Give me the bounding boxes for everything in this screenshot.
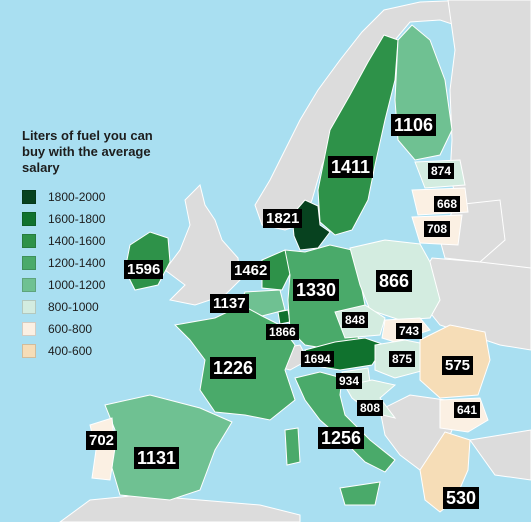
sardinia-shape — [284, 427, 301, 466]
romania-value-label: 575 — [442, 356, 474, 375]
poland-value-label: 866 — [376, 270, 413, 292]
legend-item: 600-800 — [22, 318, 192, 340]
finland-shape — [394, 24, 453, 161]
uk-shape — [164, 184, 241, 306]
legend-swatch — [22, 234, 36, 248]
legend-swatch — [22, 300, 36, 314]
sicily-shape — [339, 481, 381, 506]
austria-value-label: 1694 — [301, 351, 334, 367]
croatia-value-label: 808 — [357, 400, 384, 416]
legend-item: 800-1000 — [22, 296, 192, 318]
legend-item: 1400-1600 — [22, 230, 192, 252]
legend-range-label: 400-600 — [48, 344, 93, 358]
portugal-value-label: 702 — [86, 431, 118, 450]
legend-swatch — [22, 256, 36, 270]
spain-value-label: 1131 — [134, 447, 180, 469]
legend-item: 400-600 — [22, 340, 192, 362]
map-legend: Liters of fuel you can buy with the aver… — [22, 128, 192, 362]
turkey-shape — [469, 429, 531, 481]
sweden-value-label: 1411 — [328, 156, 374, 178]
legend-swatch — [22, 322, 36, 336]
slovenia-value-label: 934 — [336, 373, 363, 389]
italy-value-label: 1256 — [318, 427, 365, 449]
bulgaria-value-label: 641 — [454, 402, 481, 418]
legend-range-label: 1400-1600 — [48, 234, 106, 248]
legend-range-label: 1200-1400 — [48, 256, 106, 270]
luxembourg-shape — [277, 309, 291, 325]
legend-swatch — [22, 190, 36, 204]
north-africa-shape — [59, 494, 301, 522]
legend-title-line: salary — [22, 160, 60, 175]
czechia-value-label: 848 — [342, 312, 369, 328]
sweden-shape — [317, 34, 399, 236]
finland-value-label: 1106 — [391, 114, 437, 136]
legend-range-label: 1800-2000 — [48, 190, 106, 204]
latvia-value-label: 668 — [434, 196, 461, 212]
germany-value-label: 1330 — [293, 279, 340, 301]
legend-item: 1000-1200 — [22, 274, 192, 296]
ireland-value-label: 1596 — [124, 260, 164, 279]
legend-range-label: 800-1000 — [48, 300, 99, 314]
legend-title-line: buy with the average — [22, 144, 151, 159]
belgium-value-label: 1137 — [210, 294, 249, 313]
legend-title-line: Liters of fuel you can — [22, 128, 153, 143]
slovakia-value-label: 743 — [396, 323, 423, 339]
legend-item: 1600-1800 — [22, 208, 192, 230]
legend-range-label: 1600-1800 — [48, 212, 106, 226]
legend-item: 1800-2000 — [22, 186, 192, 208]
legend-range-label: 1000-1200 — [48, 278, 106, 292]
legend-swatch — [22, 344, 36, 358]
legend-swatch — [22, 212, 36, 226]
legend-range-label: 600-800 — [48, 322, 93, 336]
netherlands-value-label: 1462 — [231, 261, 271, 280]
france-value-label: 1226 — [210, 357, 257, 379]
legend-swatch — [22, 278, 36, 292]
estonia-value-label: 874 — [428, 163, 455, 179]
greece-value-label: 530 — [443, 487, 480, 509]
lithuania-value-label: 708 — [424, 221, 451, 237]
hungary-value-label: 875 — [389, 351, 416, 367]
luxembourg-value-label: 1866 — [266, 324, 299, 340]
netherlands-shape — [261, 249, 293, 291]
legend-item: 1200-1400 — [22, 252, 192, 274]
denmark-value-label: 1821 — [263, 209, 303, 228]
legend-title: Liters of fuel you can buy with the aver… — [22, 128, 192, 176]
